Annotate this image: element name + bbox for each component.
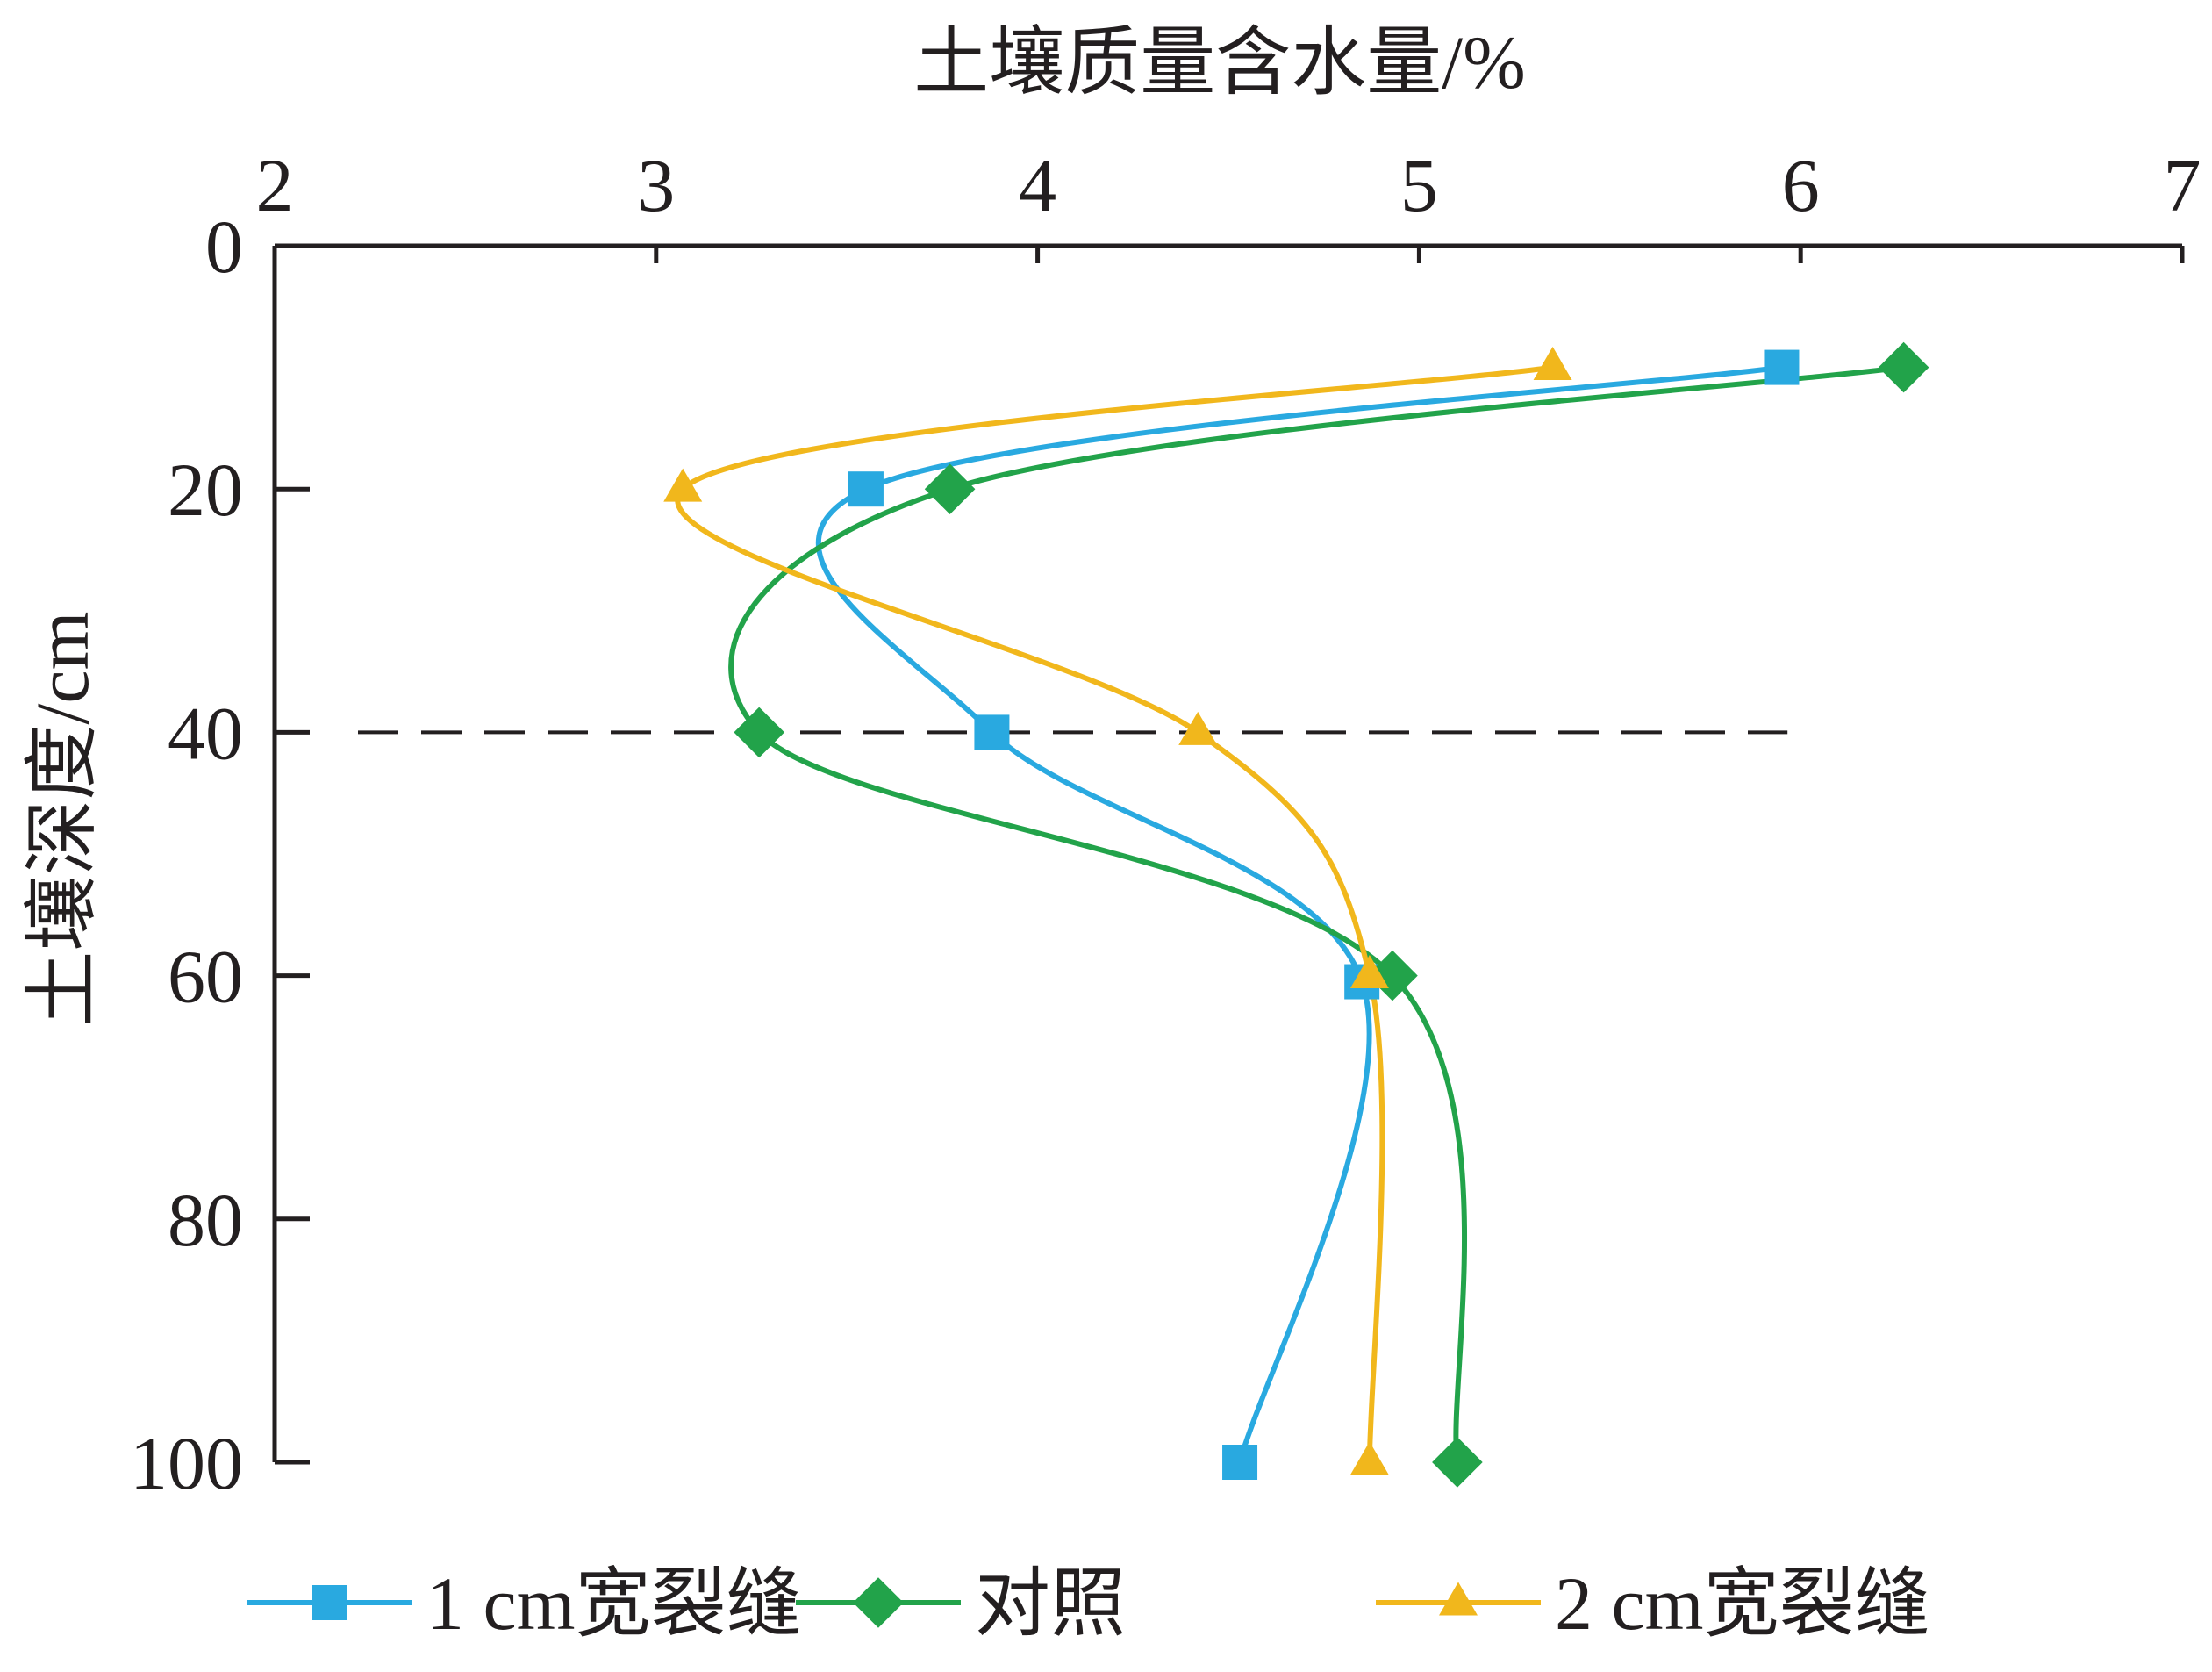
x-tick-label: 5 [1400, 143, 1438, 227]
axes-layer: 2 3 4 5 6 7 0 20 40 60 80 100 [130, 143, 2201, 1505]
legend-marker [853, 1577, 904, 1628]
series-line-2 [728, 364, 1907, 1465]
series-line-1 [815, 364, 1785, 1465]
y-tick-label: 100 [130, 1421, 243, 1505]
y-tick-label: 0 [205, 205, 243, 289]
series-layer [663, 341, 1929, 1488]
legend-label: 对照 [975, 1561, 1126, 1646]
data-point-series-2 [1432, 1437, 1483, 1488]
y-axis-title: 土壤深度/cm [20, 612, 104, 1027]
data-point-series-3 [1178, 711, 1218, 745]
data-point-series-2 [1878, 341, 1929, 393]
x-axis-ticks: 2 3 4 5 6 7 [256, 143, 2201, 263]
y-tick-label: 60 [168, 935, 243, 1019]
y-tick-label: 80 [168, 1178, 243, 1262]
x-tick-label: 6 [1782, 143, 1820, 227]
x-tick-label: 2 [256, 143, 294, 227]
x-axis-title: 土壤质量含水量/% [913, 20, 1526, 104]
data-point-series-3 [663, 468, 703, 502]
legend-marker [1439, 1582, 1478, 1616]
legend: 1 cm宽裂缝 对照 2 cm宽裂缝 [247, 1561, 1930, 1646]
data-point-series-3 [1533, 347, 1572, 381]
data-point-series-2 [734, 707, 784, 758]
y-tick-label: 40 [168, 691, 243, 775]
series-line-3 [675, 364, 1556, 1465]
legend-label: 1 cm宽裂缝 [426, 1561, 802, 1646]
data-point-series-1 [974, 714, 1010, 750]
legend-label: 2 cm宽裂缝 [1555, 1561, 1930, 1646]
x-tick-label: 3 [637, 143, 675, 227]
x-tick-label: 7 [2164, 143, 2201, 227]
y-axis-ticks: 0 20 40 60 80 100 [130, 205, 310, 1505]
data-point-series-3 [1349, 955, 1389, 989]
data-point-series-1 [1764, 349, 1800, 385]
y-tick-label: 20 [168, 448, 243, 532]
data-point-series-1 [1222, 1445, 1258, 1480]
x-tick-label: 4 [1019, 143, 1056, 227]
data-point-series-2 [924, 463, 976, 514]
legend-marker [312, 1585, 347, 1620]
data-point-series-1 [848, 471, 884, 507]
data-point-series-3 [1349, 1441, 1389, 1475]
